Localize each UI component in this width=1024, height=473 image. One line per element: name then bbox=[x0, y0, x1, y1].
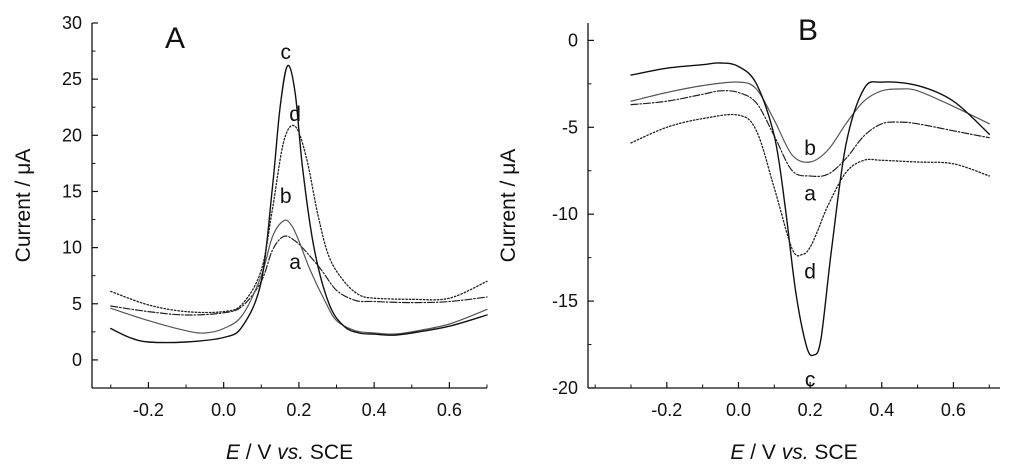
series-line-d bbox=[630, 113, 990, 257]
y-tick-label: 15 bbox=[62, 181, 82, 201]
panel-b: 0 -5 -10 -15 -20 -0.2 0.0 0.2 0.4 0.6 Current / μA… bbox=[497, 14, 1000, 464]
series-line-a bbox=[110, 235, 488, 316]
y-tick-label: 20 bbox=[62, 125, 82, 145]
y-axis-title: Current / μA bbox=[12, 149, 35, 263]
curve-label-d: d bbox=[804, 261, 816, 284]
series-line-b bbox=[110, 219, 488, 335]
y-tick-label: -20 bbox=[552, 378, 578, 398]
series-line-d bbox=[110, 124, 488, 314]
y-axis-title: Current / μA bbox=[497, 149, 520, 263]
x-axis-title-part: SCE bbox=[304, 441, 353, 464]
y-tick-label: 25 bbox=[62, 69, 82, 89]
x-tick-label: 0.6 bbox=[941, 400, 966, 420]
x-axis-title-part: E bbox=[730, 441, 745, 464]
y-tick-label: 30 bbox=[62, 13, 82, 33]
x-axis-title: E / V vs. SCE bbox=[226, 441, 353, 464]
curve-label-c: c bbox=[280, 41, 291, 64]
x-axis-title-part: E bbox=[226, 441, 241, 464]
panel-a: 0 5 10 15 20 25 30 -0.2 0.0 0.2 0.4 0.6 Current / μA… bbox=[12, 13, 488, 464]
x-tick-label: -0.2 bbox=[133, 400, 164, 420]
x-tick-label: 0.0 bbox=[211, 400, 236, 420]
x-tick-label: 0.0 bbox=[726, 400, 751, 420]
series-line-a bbox=[630, 90, 990, 178]
y-tick-label: 0 bbox=[72, 350, 82, 370]
x-axis-title-part: vs. bbox=[782, 441, 809, 464]
series-line-b bbox=[630, 81, 990, 163]
y-tick-label: -5 bbox=[562, 117, 578, 137]
curve-label-d: d bbox=[289, 103, 301, 126]
curve-label-c: c bbox=[805, 368, 816, 391]
x-tick-label: 0.4 bbox=[869, 400, 894, 420]
curve-label-a: a bbox=[804, 182, 816, 205]
panel-letter: B bbox=[798, 14, 818, 47]
curve-label-a: a bbox=[289, 251, 301, 274]
x-tick-label: 0.4 bbox=[362, 400, 387, 420]
x-tick-label: 0.6 bbox=[437, 400, 462, 420]
curve-label-b: b bbox=[804, 137, 816, 160]
y-tick-label: 10 bbox=[62, 238, 82, 258]
series-line-c bbox=[630, 62, 990, 357]
x-axis-title: E / V vs. SCE bbox=[730, 441, 857, 464]
y-tick-label: 5 bbox=[72, 294, 82, 314]
y-tick-label: 0 bbox=[568, 30, 578, 50]
x-axis-title-part: SCE bbox=[809, 441, 858, 464]
x-tick-label: 0.2 bbox=[798, 400, 823, 420]
series-line-c bbox=[110, 64, 488, 344]
y-tick-label: -15 bbox=[552, 291, 578, 311]
curve-label-b: b bbox=[280, 185, 292, 208]
x-tick-label: -0.2 bbox=[651, 400, 682, 420]
x-axis-title-part: / V bbox=[744, 441, 781, 464]
x-tick-label: 0.2 bbox=[286, 400, 311, 420]
y-tick-label: -10 bbox=[552, 204, 578, 224]
x-axis-title-part: vs. bbox=[277, 441, 304, 464]
x-axis-title-part: / V bbox=[240, 441, 277, 464]
panel-letter: A bbox=[165, 22, 185, 55]
